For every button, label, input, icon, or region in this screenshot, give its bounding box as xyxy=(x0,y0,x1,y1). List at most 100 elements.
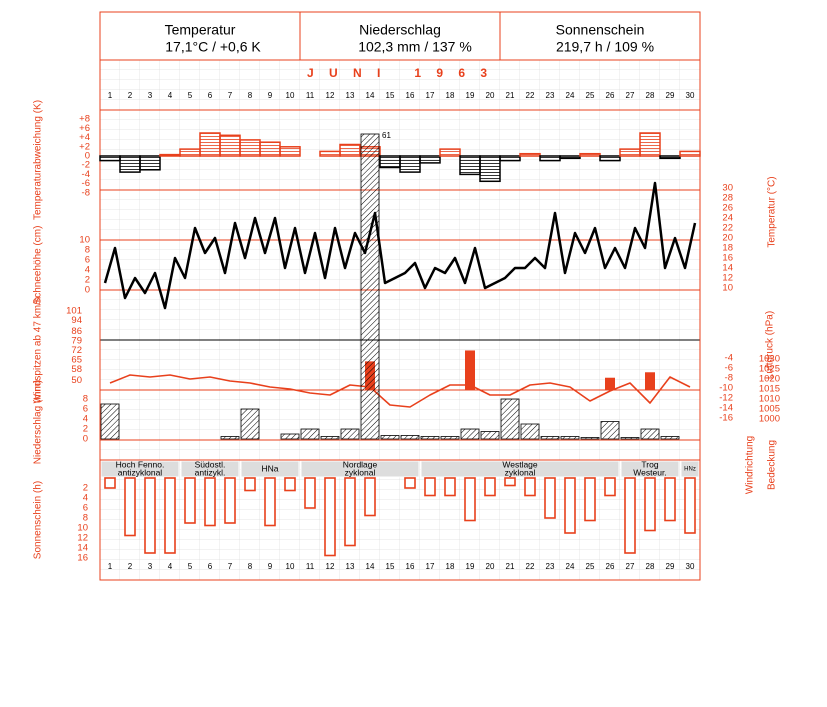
deviation-bar xyxy=(179,148,201,157)
day-label: 25 xyxy=(586,562,595,571)
y-tick-label: 2 xyxy=(85,275,90,286)
y-tick-label: 28 xyxy=(722,193,733,204)
day-label: 16 xyxy=(406,91,415,100)
y-tick-label: -12 xyxy=(719,393,733,404)
day-label: 23 xyxy=(546,91,555,100)
y-tick-label: 6 xyxy=(83,503,88,514)
day-label: 23 xyxy=(546,562,555,571)
day-label: 9 xyxy=(268,91,273,100)
day-label: 21 xyxy=(506,562,515,571)
precipitation-bar xyxy=(300,428,320,440)
sunshine-bar xyxy=(684,477,696,534)
deviation-bar xyxy=(219,134,241,157)
y-tick-label: 1025 xyxy=(759,364,780,375)
y-tick-label: +2 xyxy=(79,141,90,152)
y-tick-label: 2 xyxy=(83,424,88,435)
y-tick-label: 0 xyxy=(85,151,90,162)
axis-title: Luftdruck (hPa) xyxy=(765,311,776,379)
y-tick-label: 10 xyxy=(722,283,733,294)
deviation-bar xyxy=(619,148,641,157)
y-tick-label: 12 xyxy=(77,533,88,544)
precipitation-bar xyxy=(600,421,620,440)
sunshine-bar xyxy=(504,477,516,487)
deviation-bar xyxy=(679,150,701,157)
day-label: 11 xyxy=(306,91,315,100)
weather-type-label: HNz xyxy=(684,467,696,473)
day-label: 10 xyxy=(286,91,295,100)
day-label: 26 xyxy=(606,562,615,571)
sunshine-bar xyxy=(444,477,456,497)
precipitation-bar xyxy=(480,431,500,440)
sunshine-bar xyxy=(324,477,336,557)
precipitation-bar xyxy=(320,436,340,440)
day-label: 12 xyxy=(326,562,335,571)
deviation-bar xyxy=(419,155,441,164)
deviation-bar xyxy=(139,155,161,171)
y-tick-label: 1010 xyxy=(759,394,780,405)
y-tick-label: 1030 xyxy=(759,354,780,365)
day-label: 7 xyxy=(228,562,233,571)
sunshine-bar xyxy=(244,477,256,492)
day-label: 14 xyxy=(366,562,375,571)
precipitation-bar xyxy=(240,408,260,440)
y-tick-label: -6 xyxy=(82,178,90,189)
weather-band xyxy=(240,460,300,478)
day-label: 1 xyxy=(108,91,113,100)
deviation-bar xyxy=(579,152,601,157)
day-label: 30 xyxy=(686,562,695,571)
y-tick-label: 10 xyxy=(79,235,90,246)
y-tick-label: 14 xyxy=(722,263,733,274)
y-tick-label: 24 xyxy=(722,213,733,224)
y-tick-label: 22 xyxy=(722,223,733,234)
y-tick-label: 1020 xyxy=(759,374,780,385)
day-label: 22 xyxy=(526,562,535,571)
day-label: 3 xyxy=(148,91,153,100)
precipitation-bar xyxy=(280,433,300,440)
y-tick-label: 12 xyxy=(722,273,733,284)
deviation-bar xyxy=(239,139,261,157)
deviation-bar xyxy=(519,152,541,157)
data-label: 61 xyxy=(382,131,391,140)
y-tick-label: 4 xyxy=(83,414,88,425)
y-tick-label: -16 xyxy=(719,413,733,424)
y-tick-label: 72 xyxy=(71,345,82,356)
day-label: 30 xyxy=(686,91,695,100)
y-tick-label: 1015 xyxy=(759,384,780,395)
y-tick-label: -10 xyxy=(719,383,733,394)
sunshine-bar xyxy=(464,477,476,522)
y-tick-label: 8 xyxy=(83,513,88,524)
weather-band xyxy=(420,460,620,478)
y-tick-label: -8 xyxy=(82,187,90,198)
weather-type-label: Nordlage xyxy=(343,459,378,469)
day-label: 17 xyxy=(426,562,435,571)
day-label: 24 xyxy=(566,562,575,571)
y-tick-label: 18 xyxy=(722,243,733,254)
precipitation-bar xyxy=(420,436,440,440)
deviation-bar xyxy=(459,155,481,176)
sunshine-bar xyxy=(164,477,176,554)
frame xyxy=(99,11,701,581)
y-tick-label: 16 xyxy=(722,253,733,264)
y-tick-label: +6 xyxy=(79,123,90,134)
precipitation-bar xyxy=(580,437,600,440)
day-label: 2 xyxy=(128,562,133,571)
day-label: 6 xyxy=(208,562,213,571)
weather-type-label: antizyklonal xyxy=(118,467,163,477)
day-label: 3 xyxy=(148,562,153,571)
day-label: 2 xyxy=(128,91,133,100)
day-label: 12 xyxy=(326,91,335,100)
weather-type-label: Südostl. xyxy=(195,459,226,469)
y-tick-label: 6 xyxy=(85,255,90,266)
day-label: 13 xyxy=(346,91,355,100)
day-label: 20 xyxy=(486,562,495,571)
deviation-bar xyxy=(259,141,281,157)
precipitation-bar xyxy=(660,436,680,440)
sunshine-bar xyxy=(484,477,496,497)
y-tick-label: 50 xyxy=(71,375,82,386)
day-label: 18 xyxy=(446,91,455,100)
y-tick-label: 101 xyxy=(66,305,82,316)
sunshine-bar xyxy=(304,477,316,509)
sunshine-bar xyxy=(644,477,656,532)
y-tick-label: 0 xyxy=(83,434,88,445)
sunshine-bar xyxy=(144,477,156,554)
